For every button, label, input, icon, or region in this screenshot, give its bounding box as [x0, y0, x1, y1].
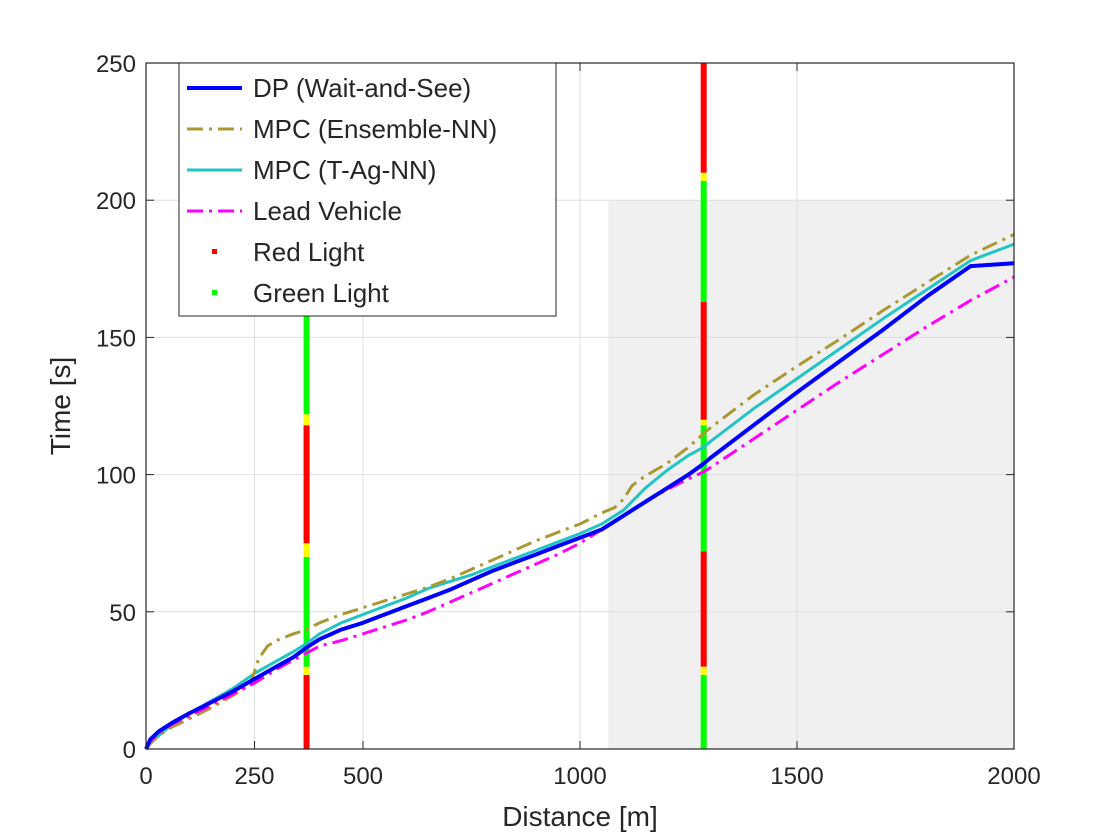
x-tick-label: 250: [234, 763, 274, 790]
series-line-mpc-t-ag-nn: [144, 242, 1015, 750]
legend-marker: [212, 290, 217, 295]
legend-label: MPC (T-Ag-NN): [253, 155, 436, 185]
y-tick-label: 100: [96, 463, 136, 490]
y-tick-label: 200: [96, 188, 136, 215]
y-tick-label: 250: [96, 51, 136, 78]
series-lines: [144, 233, 1015, 750]
x-axis-label: Distance [m]: [502, 801, 658, 832]
legend: DP (Wait-and-See) MPC (Ensemble-NN) MPC (T…: [178, 62, 557, 317]
y-axis-ticks: 0 50 100 150 200 250: [96, 51, 1014, 764]
y-axis-label: Time [s]: [45, 357, 76, 456]
legend-label: Green Light: [253, 278, 390, 308]
y-tick-label: 150: [96, 325, 136, 352]
legend-marker: [212, 249, 217, 254]
legend-label: DP (Wait-and-See): [253, 73, 471, 103]
x-tick-label: 0: [139, 763, 152, 790]
series-line-lead-vehicle: [144, 275, 1015, 750]
series-line-dp-wait-and-see: [144, 261, 1015, 750]
x-axis-ticks: 0 250 500 1000 1500 2000: [139, 63, 1041, 790]
legend-box: [178, 62, 557, 317]
y-tick-label: 0: [123, 737, 136, 764]
x-tick-label: 2000: [987, 763, 1040, 790]
legend-label: Lead Vehicle: [253, 196, 402, 226]
legend-label: MPC (Ensemble-NN): [253, 114, 497, 144]
y-tick-label: 50: [109, 600, 136, 627]
x-tick-label: 500: [343, 763, 383, 790]
x-tick-label: 1000: [553, 763, 606, 790]
legend-label: Red Light: [253, 237, 365, 267]
series-line-mpc-ensemble-nn: [144, 233, 1015, 750]
x-tick-label: 1500: [770, 763, 823, 790]
